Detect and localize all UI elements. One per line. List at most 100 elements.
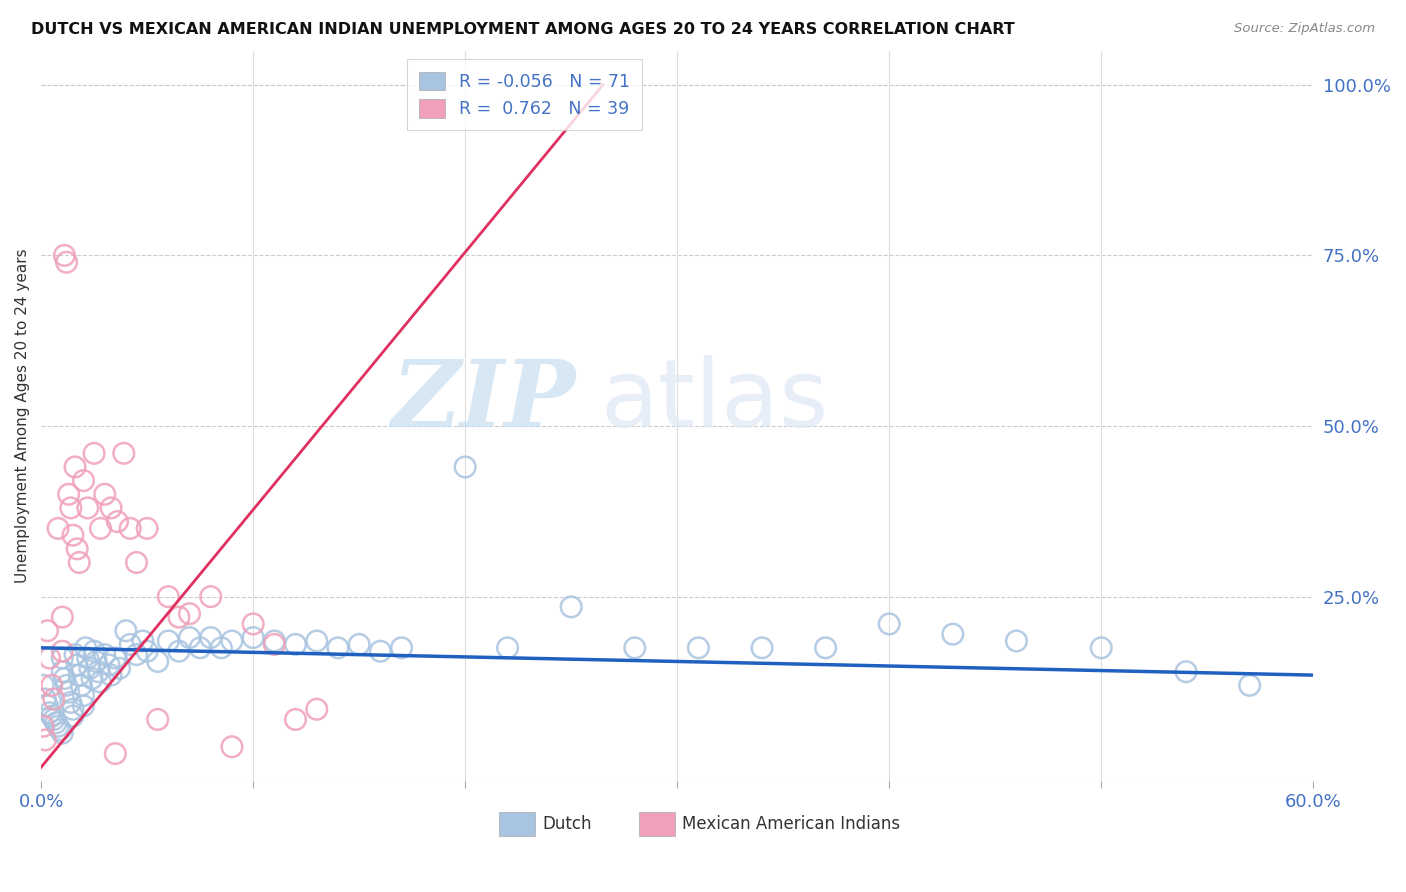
Point	[34, 733, 56, 747]
Point	[188, 640, 211, 655]
Point	[179, 631, 201, 645]
Point	[146, 713, 169, 727]
Text: atlas: atlas	[600, 355, 830, 447]
Point	[97, 657, 120, 672]
Legend: R = -0.056   N = 71, R =  0.762   N = 39: R = -0.056 N = 71, R = 0.762 N = 39	[406, 60, 643, 130]
Point	[89, 521, 111, 535]
Point	[688, 640, 710, 655]
Point	[63, 648, 86, 662]
Point	[80, 672, 103, 686]
Point	[32, 719, 55, 733]
Point	[167, 644, 190, 658]
Point	[89, 674, 111, 689]
Point	[560, 599, 582, 614]
Point	[104, 651, 127, 665]
Point	[55, 678, 77, 692]
Y-axis label: Unemployment Among Ages 20 to 24 years: Unemployment Among Ages 20 to 24 years	[15, 249, 30, 583]
Point	[93, 648, 115, 662]
Point	[242, 616, 264, 631]
Point	[51, 651, 73, 665]
Point	[157, 634, 180, 648]
Point	[79, 661, 101, 675]
Point	[221, 739, 243, 754]
Point	[623, 640, 645, 655]
Point	[46, 521, 69, 535]
Point	[305, 634, 328, 648]
Point	[877, 616, 900, 631]
Text: Source: ZipAtlas.com: Source: ZipAtlas.com	[1234, 22, 1375, 36]
Point	[157, 590, 180, 604]
Point	[326, 640, 349, 655]
Point	[41, 678, 63, 692]
Point	[32, 678, 55, 692]
Point	[38, 651, 60, 665]
Point	[42, 692, 65, 706]
Point	[221, 634, 243, 648]
Point	[132, 634, 155, 648]
Point	[146, 655, 169, 669]
Point	[942, 627, 965, 641]
Bar	[499, 813, 534, 836]
Point	[370, 644, 392, 658]
Point	[93, 487, 115, 501]
Point	[108, 661, 131, 675]
Text: Dutch: Dutch	[543, 815, 592, 833]
Point	[496, 640, 519, 655]
Point	[200, 631, 222, 645]
Point	[62, 702, 84, 716]
Point	[125, 556, 148, 570]
Point	[34, 692, 56, 706]
Point	[41, 709, 63, 723]
Text: DUTCH VS MEXICAN AMERICAN INDIAN UNEMPLOYMENT AMONG AGES 20 TO 24 YEARS CORRELAT: DUTCH VS MEXICAN AMERICAN INDIAN UNEMPLO…	[31, 22, 1015, 37]
Point	[67, 556, 90, 570]
Point	[104, 747, 127, 761]
Point	[1175, 665, 1198, 679]
Point	[53, 672, 76, 686]
Text: ZIP: ZIP	[391, 356, 575, 446]
Point	[242, 631, 264, 645]
Point	[72, 689, 94, 703]
Point	[75, 640, 97, 655]
Point	[179, 607, 201, 621]
Point	[76, 500, 98, 515]
Point	[347, 637, 370, 651]
Point	[76, 651, 98, 665]
Point	[1239, 678, 1261, 692]
Point	[51, 726, 73, 740]
Point	[1090, 640, 1112, 655]
Point	[38, 706, 60, 720]
Point	[45, 715, 67, 730]
Point	[63, 460, 86, 475]
Point	[55, 255, 77, 269]
Point	[83, 446, 105, 460]
Point	[58, 487, 80, 501]
Point	[66, 657, 89, 672]
Point	[53, 248, 76, 262]
Point	[136, 521, 159, 535]
Point	[84, 655, 107, 669]
Point	[136, 644, 159, 658]
Point	[70, 678, 93, 692]
Point	[51, 665, 73, 679]
Point	[72, 474, 94, 488]
Point	[62, 709, 84, 723]
Point	[125, 648, 148, 662]
Point	[59, 500, 82, 515]
Point	[100, 668, 122, 682]
Point	[83, 644, 105, 658]
Point	[120, 637, 142, 651]
Point	[814, 640, 837, 655]
Point	[1005, 634, 1028, 648]
Point	[120, 521, 142, 535]
Point	[115, 624, 138, 638]
Point	[87, 665, 110, 679]
Point	[58, 685, 80, 699]
Point	[391, 640, 413, 655]
Point	[305, 702, 328, 716]
Point	[72, 698, 94, 713]
Point	[284, 637, 307, 651]
Point	[263, 637, 285, 651]
Point	[46, 719, 69, 733]
Point	[42, 713, 65, 727]
Point	[167, 610, 190, 624]
